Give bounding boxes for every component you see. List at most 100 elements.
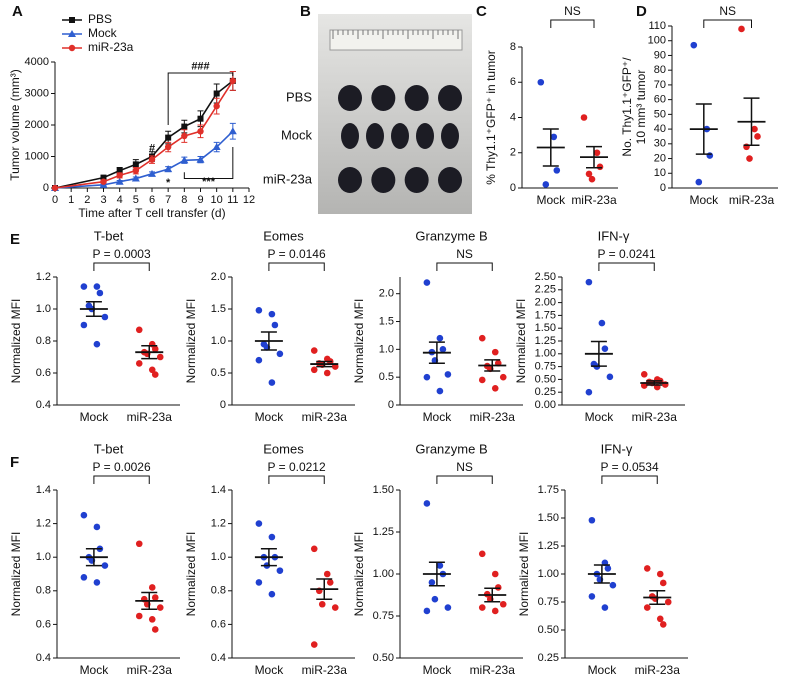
marker (180, 156, 189, 164)
legend-label: miR-23a (88, 40, 134, 54)
y-tick-label: 2000 (25, 119, 49, 131)
x-tick-label: 1 (68, 194, 74, 206)
dot (135, 326, 143, 334)
error-bar (141, 591, 158, 611)
y-axis-label: Normalized MFI (352, 299, 366, 384)
y-tick-label: 0.50 (373, 652, 394, 664)
error-bar (542, 128, 559, 167)
dot (499, 373, 507, 381)
bracket (598, 262, 655, 271)
error-bar (316, 360, 333, 368)
dot (706, 152, 714, 159)
marker (51, 184, 59, 192)
panel-letter: C (476, 3, 487, 20)
marker (213, 102, 220, 110)
x-tick-label: miR-23a (470, 663, 516, 677)
marker (132, 161, 139, 168)
dot (491, 607, 499, 615)
error-bar (646, 380, 663, 386)
dot (746, 155, 753, 162)
dot (151, 345, 159, 353)
y-tick-label: 100 (648, 35, 666, 47)
ruler (329, 29, 463, 51)
y-tick-label: 1.0 (211, 335, 226, 347)
y-tick-label: 1.0 (36, 551, 51, 563)
dot (276, 567, 284, 574)
tumor (366, 123, 384, 149)
marker (148, 169, 156, 177)
dot (268, 379, 276, 386)
x-axis-label: Time after T cell transfer (d) (78, 206, 225, 220)
marker (116, 172, 123, 179)
dot (135, 360, 143, 367)
y-tick-label: 1.2 (211, 518, 226, 530)
chart-title: T-bet (94, 441, 124, 456)
y-tick-label: 20 (654, 152, 666, 164)
x-tick-label: 5 (133, 194, 139, 206)
dot (491, 385, 499, 392)
x-tick-label: 4 (117, 194, 123, 206)
dot (593, 149, 601, 157)
y-axis-label: 10 mm³ tumor (634, 70, 648, 145)
marker (228, 127, 237, 135)
bracket (268, 262, 325, 271)
dot (101, 562, 109, 569)
x-tick-label: Mock (255, 410, 285, 424)
photo-label: miR-23a (263, 171, 313, 186)
dot (255, 520, 263, 527)
tumor (441, 123, 459, 149)
y-tick-label: 0.6 (36, 367, 51, 379)
marker (164, 165, 173, 173)
chart-title: IFN-γ (598, 228, 630, 243)
y-tick-label: 0 (43, 182, 49, 194)
dot (596, 163, 604, 171)
x-tick-label: Mock (423, 410, 453, 424)
dot (101, 313, 109, 321)
panel-letter: F (10, 454, 19, 471)
tumor (438, 85, 462, 111)
marker (69, 17, 75, 23)
marker (197, 115, 204, 122)
marker (197, 128, 204, 135)
dot (491, 348, 499, 356)
y-axis-label: Normalized MFI (514, 299, 528, 384)
y-tick-label: 1.75 (535, 309, 556, 321)
x-tick-label: miR-23a (632, 410, 678, 424)
dot (444, 371, 452, 378)
x-tick-label: Mock (80, 663, 110, 677)
x-tick-label: Mock (536, 193, 566, 207)
x-tick-label: 0 (52, 194, 58, 206)
dot (151, 371, 159, 378)
bracket (601, 475, 658, 484)
error-bar (593, 564, 610, 584)
dot (478, 604, 486, 611)
dot (640, 382, 648, 389)
y-tick-label: 0.4 (36, 399, 51, 411)
dot (276, 350, 284, 358)
dot (643, 604, 651, 611)
y-axis-label: Normalized MFI (9, 299, 23, 384)
y-axis-label: % Thy1.1⁺GFP⁺ in tumor (484, 50, 498, 185)
dot (268, 533, 276, 541)
dot (135, 540, 143, 548)
x-tick-label: miR-23a (302, 410, 348, 424)
bracket (268, 475, 325, 484)
dot (423, 373, 431, 381)
dot (553, 167, 561, 174)
x-tick-label: 2 (84, 194, 90, 206)
significance: NS (456, 247, 473, 261)
marker (165, 134, 172, 141)
dot (80, 511, 88, 519)
annotation: # (149, 143, 155, 155)
dot (268, 590, 276, 598)
dot (499, 600, 507, 608)
dot (643, 565, 651, 572)
y-tick-label: 4 (510, 111, 516, 123)
bracket (436, 262, 493, 271)
y-tick-label: 2.0 (211, 271, 226, 283)
dot (604, 565, 612, 572)
bracket (436, 475, 493, 484)
annotation: ### (191, 61, 209, 73)
error-bar (85, 301, 102, 317)
legend-label: Mock (88, 26, 118, 40)
